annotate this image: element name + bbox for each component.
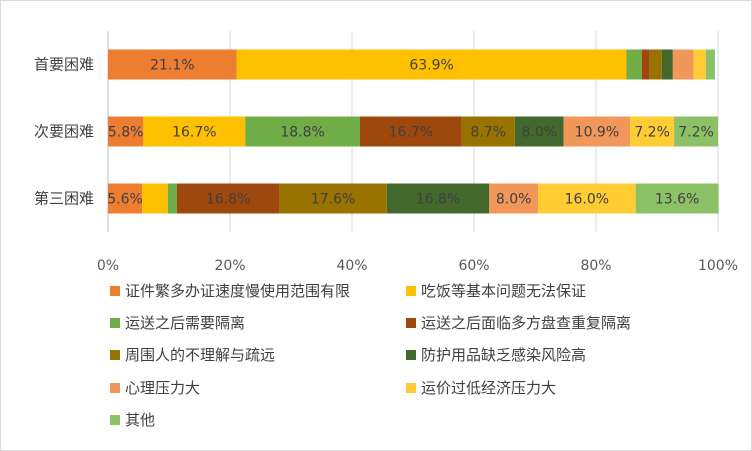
bar-segment (386, 183, 490, 214)
data-label: 63.9% (409, 58, 453, 74)
legend-label: 运价过低经济压力大 (421, 379, 556, 397)
legend-swatch (406, 318, 416, 328)
legend-swatch (110, 350, 120, 360)
bar-segment (672, 49, 694, 80)
bar-segment (108, 116, 144, 147)
x-tick-labels: 0% 20% 40% 60% 80% 100% (97, 258, 738, 274)
data-label: 18.8% (280, 125, 324, 141)
bar-segment (514, 116, 564, 147)
legend-label: 证件繁多办证速度慢使用范围有限 (125, 282, 350, 300)
bar-segment (143, 116, 246, 147)
legend-swatch (110, 286, 120, 296)
legend-label: 运送之后需要隔离 (125, 314, 245, 332)
legend-swatch (110, 415, 120, 425)
x-tick-label: 100% (698, 258, 738, 274)
x-tick-label: 0% (97, 258, 119, 274)
data-labels: 21.1% 63.9% 5.8% 16.7% 18.8% 16.7% 8.7% 8.0% 10.… (107, 58, 714, 208)
legend-label: 心理压力大 (125, 379, 200, 397)
data-label: 8.0% (521, 125, 557, 141)
bar-segment (630, 116, 675, 147)
x-tick-label: 60% (458, 258, 489, 274)
data-label: 8.0% (496, 192, 532, 208)
category-label: 第三困难 (34, 190, 94, 208)
bar-segment (167, 183, 177, 214)
legend-label: 吃饭等基本问题无法保证 (421, 282, 586, 300)
data-label: 16.7% (172, 125, 216, 141)
data-label: 16.7% (389, 125, 433, 141)
bar-segment (108, 183, 143, 214)
legend-label: 周围人的不理解与疏远 (125, 346, 275, 364)
bar-segment (649, 49, 662, 80)
bars (108, 49, 719, 214)
category-label: 首要困难 (34, 56, 94, 74)
x-tick-label: 20% (214, 258, 245, 274)
data-label: 21.1% (150, 58, 194, 74)
legend-swatch (406, 286, 416, 296)
bar-segment (142, 183, 168, 214)
data-label: 7.2% (678, 125, 714, 141)
data-label: 16.0% (565, 192, 609, 208)
data-label: 13.6% (655, 192, 699, 208)
bar-segment (236, 49, 627, 80)
bar-segment (661, 49, 673, 80)
data-label: 5.6% (107, 192, 143, 208)
legend-swatch (110, 383, 120, 393)
bar-segment (279, 183, 387, 214)
data-label: 16.8% (206, 192, 250, 208)
x-tick-label: 80% (580, 258, 611, 274)
bar-segment (108, 49, 237, 80)
legend-label: 运送之后面临多方盘查重复隔离 (421, 314, 631, 332)
category-label: 次要困难 (34, 123, 94, 141)
bar-segment (693, 49, 706, 80)
bar-segment (359, 116, 462, 147)
data-label: 8.7% (471, 125, 507, 141)
legend-label: 其他 (125, 411, 155, 429)
data-label: 7.2% (634, 125, 670, 141)
data-label: 16.8% (416, 192, 460, 208)
legend-swatch (406, 383, 416, 393)
x-tick-label: 40% (336, 258, 367, 274)
bar-segment (538, 183, 636, 214)
bar-segment (705, 49, 715, 80)
bar-segment (626, 49, 642, 80)
bar-segment (674, 116, 718, 147)
bar-segment (641, 49, 650, 80)
bar-segment (563, 116, 631, 147)
data-label: 10.9% (575, 125, 619, 141)
bar-segment (489, 183, 539, 214)
legend-swatch (406, 350, 416, 360)
bar-segment (176, 183, 280, 214)
data-label: 5.8% (108, 125, 144, 141)
bar-segment (635, 183, 719, 214)
bar-segment (461, 116, 515, 147)
bar-segment (245, 116, 360, 147)
data-label: 17.6% (311, 192, 355, 208)
legend-swatch (110, 318, 120, 328)
legend-label: 防护用品缺乏感染风险高 (421, 346, 586, 364)
